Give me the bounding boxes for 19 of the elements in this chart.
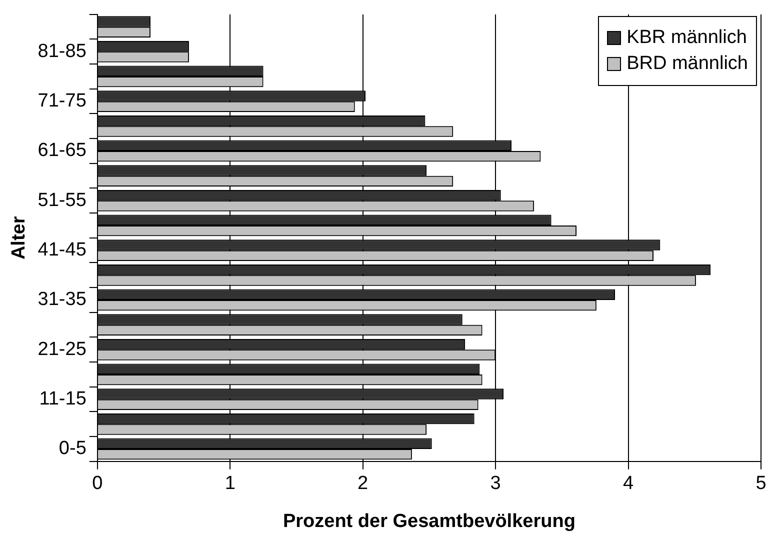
x-axis-title: Prozent der Gesamtbevölkerung bbox=[282, 510, 576, 532]
x-tick-label: 3 bbox=[490, 473, 501, 494]
y-tick-label: 61-65 bbox=[38, 140, 86, 162]
y-tick-label: 51-55 bbox=[38, 190, 86, 211]
x-tick-label: 4 bbox=[622, 473, 634, 494]
y-tick-label: 41-45 bbox=[38, 240, 86, 261]
legend-label: BRD männlich bbox=[626, 53, 748, 76]
y-tick-label: 21-25 bbox=[38, 338, 86, 360]
y-tick-label: 11-15 bbox=[39, 388, 86, 410]
x-tick-label: 5 bbox=[756, 473, 766, 494]
x-tick-label: 1 bbox=[224, 473, 236, 494]
y-axis-title: Alter bbox=[8, 216, 30, 260]
y-tick-label: 31-35 bbox=[38, 289, 86, 310]
x-tick-label: 2 bbox=[358, 473, 368, 494]
y-tick-label: 71-75 bbox=[38, 90, 86, 112]
y-tick-label: 81-85 bbox=[38, 40, 86, 62]
x-tick-label: 0 bbox=[92, 473, 103, 494]
legend-label: KBR männlich bbox=[626, 27, 747, 50]
y-tick-label: 0-5 bbox=[58, 438, 86, 460]
